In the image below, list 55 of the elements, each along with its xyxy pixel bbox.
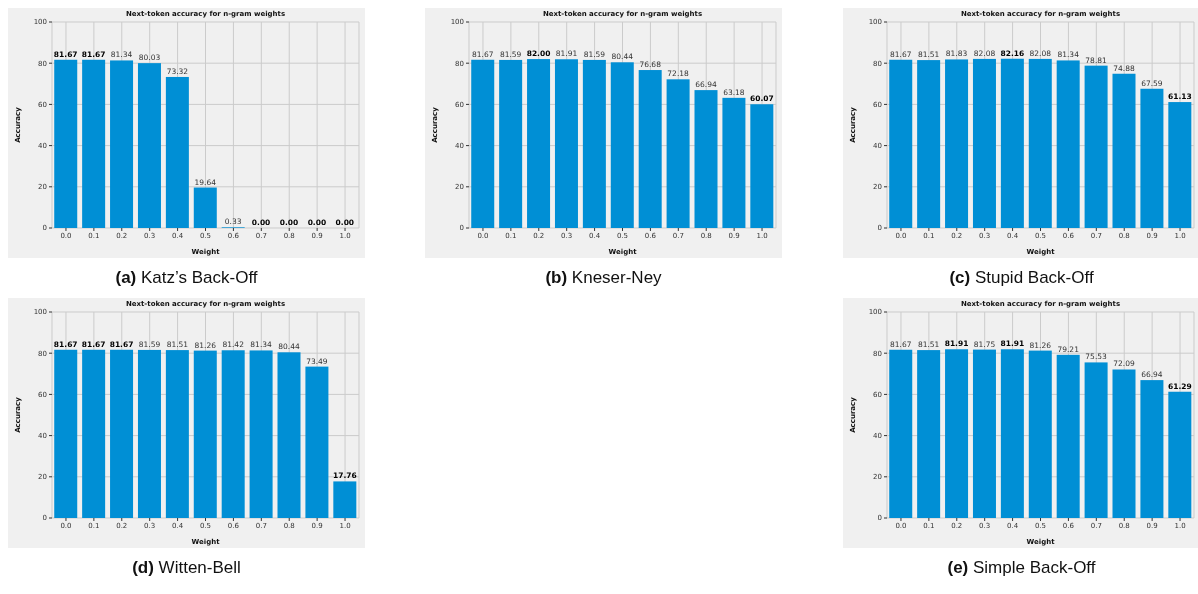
bar xyxy=(110,60,134,228)
bar xyxy=(527,59,551,228)
bar xyxy=(610,62,634,228)
bar xyxy=(82,349,106,518)
bar xyxy=(917,60,941,228)
bar xyxy=(1084,362,1108,518)
bar xyxy=(193,350,217,518)
text: (e) Simple Back-Off xyxy=(946,558,1097,578)
bar xyxy=(221,350,245,518)
bar xyxy=(972,349,996,518)
bar xyxy=(889,349,913,518)
bar xyxy=(305,366,329,518)
bar xyxy=(193,187,217,228)
text: (b) Kneser-Ney xyxy=(544,268,663,288)
bar xyxy=(945,349,969,518)
bar xyxy=(82,59,106,228)
bar xyxy=(54,59,78,228)
bar xyxy=(249,350,273,518)
bar xyxy=(137,349,161,518)
text: (c) Stupid Back-Off xyxy=(948,268,1095,288)
bar xyxy=(499,59,523,228)
bar xyxy=(1112,369,1136,518)
bar xyxy=(917,350,941,518)
bar xyxy=(1028,350,1052,518)
bar xyxy=(137,63,161,228)
bar xyxy=(110,349,134,518)
bar xyxy=(471,59,495,228)
bar xyxy=(165,350,189,518)
bar xyxy=(750,104,774,228)
bar xyxy=(945,59,969,228)
bar xyxy=(889,59,913,228)
bar xyxy=(1000,349,1024,518)
bar xyxy=(1140,88,1164,228)
text: (a) Katz’s Back-Off xyxy=(114,268,259,288)
bar xyxy=(666,79,690,228)
bar xyxy=(277,352,301,518)
bar xyxy=(972,58,996,228)
text: (d) Witten-Bell xyxy=(131,558,242,578)
bar xyxy=(1168,391,1192,518)
bar xyxy=(638,70,662,228)
bar xyxy=(165,76,189,228)
bar xyxy=(1056,60,1080,228)
bar xyxy=(1000,58,1024,228)
bar xyxy=(1168,102,1192,228)
bar xyxy=(582,59,606,228)
bar xyxy=(554,59,578,228)
bar xyxy=(722,97,746,228)
bar xyxy=(1028,58,1052,228)
bar xyxy=(54,349,78,518)
bar xyxy=(1112,73,1136,228)
bar xyxy=(694,90,718,228)
bar xyxy=(1140,380,1164,518)
bar xyxy=(1084,65,1108,228)
bar xyxy=(333,481,357,518)
bar xyxy=(1056,354,1080,518)
